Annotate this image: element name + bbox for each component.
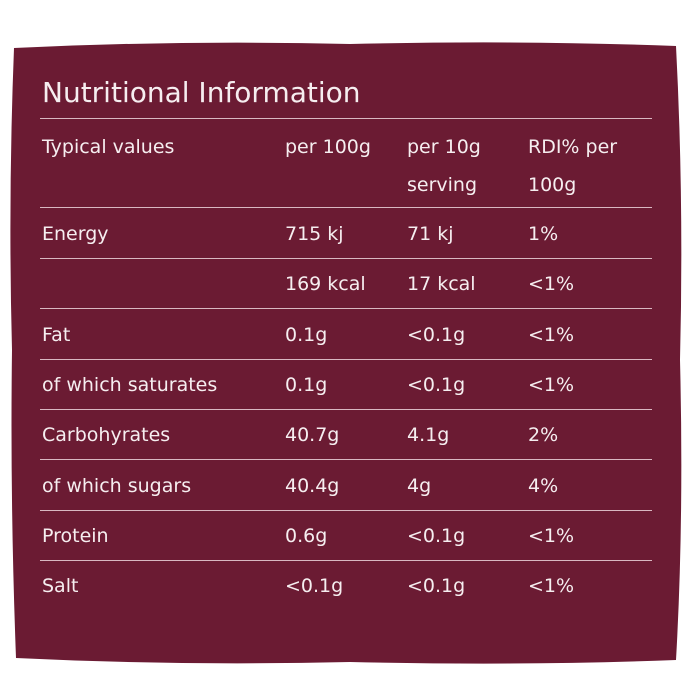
table-cell: <1%	[528, 373, 575, 396]
table-cell: 0.1g	[285, 323, 328, 346]
table-cell: Carbohyrates	[42, 424, 171, 447]
table-cell: <0.1g	[407, 323, 466, 346]
row-rule	[40, 207, 652, 208]
table-cell: 17 kcal	[407, 273, 476, 296]
table-cell: 40.7g	[285, 424, 340, 447]
table-cell: 71 kj	[407, 223, 454, 245]
row-rule	[40, 258, 652, 259]
table-cell: <1%	[528, 273, 575, 296]
table-cell: 40.4g	[285, 474, 340, 497]
table-cell: Salt	[42, 575, 79, 598]
header-cell: Typical values	[42, 136, 175, 158]
table-cell: of which sugars	[42, 474, 192, 497]
row-rule	[40, 358, 652, 360]
table-cell: <1%	[528, 524, 575, 547]
table-cell: 0.6g	[285, 524, 328, 547]
row-rule	[40, 559, 652, 561]
table-cell: 4g	[407, 474, 432, 497]
title: Nutritional Information	[42, 76, 361, 109]
table-cell: 4%	[528, 474, 559, 497]
table-cell: <0.1g	[407, 524, 466, 547]
title-rule	[40, 118, 652, 119]
table-cell: 169 kcal	[285, 273, 366, 296]
table-cell: <1%	[528, 323, 575, 346]
table-cell: Protein	[42, 524, 109, 547]
label-shape	[10, 42, 682, 664]
table-cell: 0.1g	[285, 373, 328, 396]
header-cell: per 10g serving	[407, 136, 481, 196]
table-cell: <0.1g	[407, 373, 466, 396]
row-rule	[40, 408, 652, 410]
table-cell: <1%	[528, 575, 575, 598]
table-cell: 1%	[528, 223, 559, 245]
table-cell: <0.1g	[285, 575, 344, 598]
row-rule	[40, 509, 652, 511]
table-cell: 715 kj	[285, 223, 344, 245]
row-rule	[40, 459, 652, 461]
table-cell: of which saturates	[42, 373, 218, 396]
table-cell: Energy	[42, 223, 109, 245]
header-cell: per 100g	[285, 136, 371, 158]
table-cell: 4.1g	[407, 424, 450, 447]
table-cell: 2%	[528, 424, 559, 447]
header-cell: RDI% per 100g	[528, 136, 618, 196]
row-rule	[40, 308, 652, 310]
table-cell: Fat	[42, 323, 71, 346]
table-cell: <0.1g	[407, 575, 466, 598]
